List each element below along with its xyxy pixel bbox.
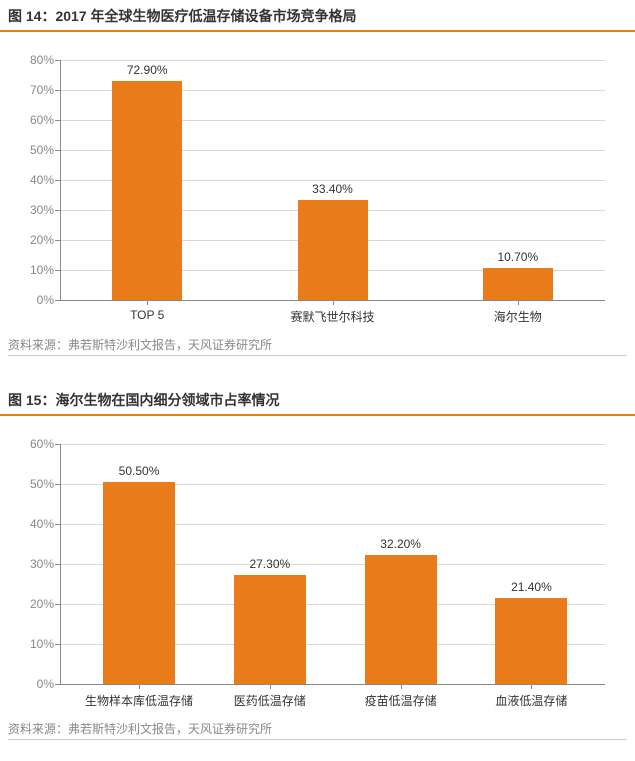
chart15-xtick: 疫苗低温存储 — [365, 692, 437, 709]
chart14-bar: 10.70% — [483, 268, 553, 300]
figure-14-source: 资料来源：弗若斯特沙利文报告，天风证券研究所 — [0, 332, 635, 355]
chart15-ytick: 0% — [37, 677, 54, 691]
chart15-bar: 50.50% — [103, 482, 175, 684]
chart14-ytick: 0% — [37, 293, 54, 307]
chart14-bar: 72.90% — [112, 81, 182, 300]
chart15-bar-value: 21.40% — [511, 580, 552, 594]
chart15-xtickmark — [270, 684, 271, 689]
chart15-bar-value: 50.50% — [119, 464, 160, 478]
chart15-xaxis — [60, 684, 605, 685]
chart14-ytick: 70% — [30, 83, 54, 97]
chart15-ytick: 50% — [30, 477, 54, 491]
chart15-bar-value: 27.30% — [249, 557, 290, 571]
chart14-bar-value: 33.40% — [312, 182, 353, 196]
chart-14-plot: 0%10%20%30%40%50%60%70%80%72.90%TOP 533.… — [60, 60, 605, 300]
chart15-yaxis — [60, 444, 61, 684]
chart15-gridline — [60, 444, 605, 445]
chart14-ytick: 30% — [30, 203, 54, 217]
chart-15-plot: 0%10%20%30%40%50%60%50.50%生物样本库低温存储27.30… — [60, 444, 605, 684]
figure-15: 图 15：海尔生物在国内细分领域市占率情况 0% 10% 20% 30% 40% 50% 6… — [0, 384, 635, 740]
chart14-ytick: 20% — [30, 233, 54, 247]
chart15-ytick: 40% — [30, 517, 54, 531]
chart14-ytick: 50% — [30, 143, 54, 157]
chart14-ytick: 60% — [30, 113, 54, 127]
chart15-xtickmark — [139, 684, 140, 689]
chart15-bar-value: 32.20% — [380, 537, 421, 551]
figure-14-title: 图 14：2017 年全球生物医疗低温存储设备市场竞争格局 — [0, 0, 635, 32]
chart15-xtick: 生物样本库低温存储 — [85, 692, 193, 709]
chart14-xtickmark — [518, 300, 519, 305]
chart15-ytick: 30% — [30, 557, 54, 571]
figure-14: 图 14：2017 年全球生物医疗低温存储设备市场竞争格局 0% 10% 20% 30… — [0, 0, 635, 356]
chart14-ytick: 40% — [30, 173, 54, 187]
chart14-bar-value: 10.70% — [497, 250, 538, 264]
chart-15-area: 0% 10% 20% 30% 40% 50% 60% 50.50% 生物样本库低温存储 27.30… — [0, 416, 635, 716]
chart15-ytick: 60% — [30, 437, 54, 451]
figure-15-source: 资料来源：弗若斯特沙利文报告，天风证券研究所 — [0, 716, 635, 739]
chart14-xtick: 赛默飞世尔科技 — [290, 308, 374, 325]
chart14-xtickmark — [333, 300, 334, 305]
chart14-xtickmark — [147, 300, 148, 305]
chart14-bar-value: 72.90% — [127, 63, 168, 77]
chart14-xtick: TOP 5 — [130, 308, 164, 322]
chart15-bar: 32.20% — [365, 555, 437, 684]
figure-divider — [8, 739, 627, 740]
chart15-xtick: 血液低温存储 — [495, 692, 567, 709]
chart-14-area: 0% 10% 20% 30% 40% 50% 60% 70% 80% 72.90% TOP 5 33.… — [0, 32, 635, 332]
chart14-ytick: 80% — [30, 53, 54, 67]
chart15-bar: 27.30% — [234, 575, 306, 684]
chart14-ytick: 10% — [30, 263, 54, 277]
chart15-bar: 21.40% — [495, 598, 567, 684]
chart14-yaxis — [60, 60, 61, 300]
chart15-xtickmark — [531, 684, 532, 689]
chart14-gridline — [60, 60, 605, 61]
chart15-xtick: 医药低温存储 — [234, 692, 306, 709]
chart14-bar: 33.40% — [298, 200, 368, 300]
spacer — [0, 356, 635, 384]
chart15-ytick: 10% — [30, 637, 54, 651]
figure-15-title: 图 15：海尔生物在国内细分领域市占率情况 — [0, 384, 635, 416]
chart15-xtickmark — [401, 684, 402, 689]
chart15-ytick: 20% — [30, 597, 54, 611]
chart14-xtick: 海尔生物 — [494, 308, 542, 325]
